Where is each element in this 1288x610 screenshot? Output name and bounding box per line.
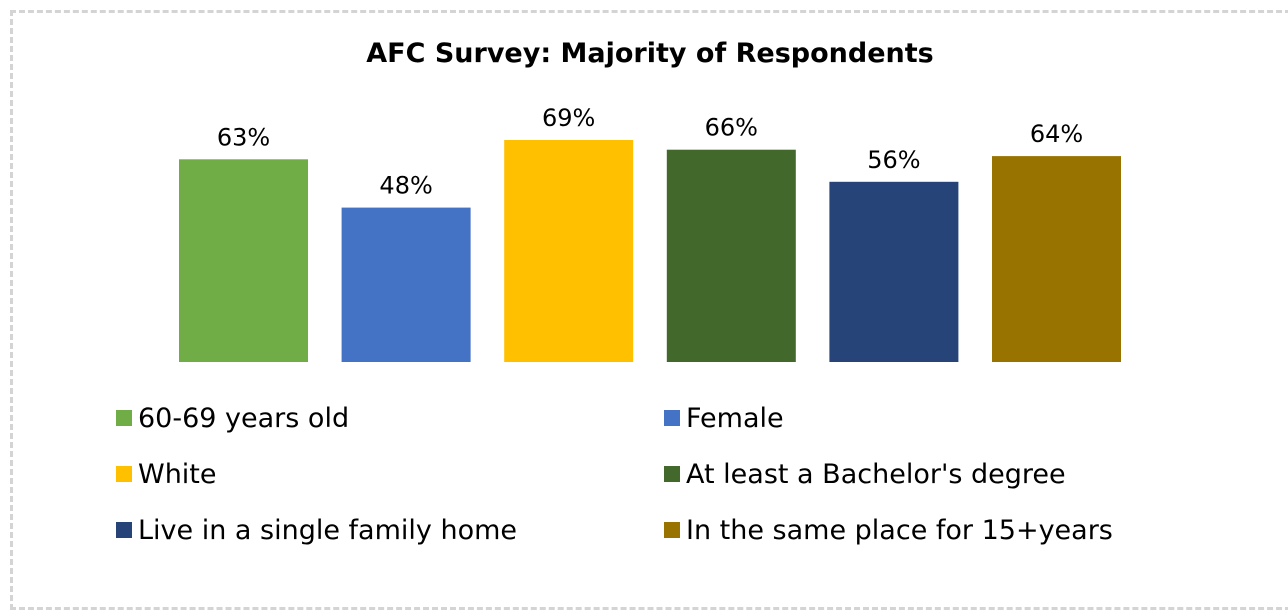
bar-3 [504,140,634,362]
chart-title: AFC Survey: Majority of Respondents [366,38,934,69]
legend-swatch-4 [664,466,680,482]
legend-swatch-1 [116,410,132,426]
legend-swatch-3 [116,466,132,482]
legend-label-4: At least a Bachelor's degree [686,458,1066,490]
legend-label-3: White [138,458,217,490]
legend-item-1: 60-69 years old [116,398,349,438]
bar-value-label-2: 48% [379,172,432,200]
bar-value-label-5: 56% [867,146,920,174]
chart-plot-area: 63% 48% 69% 66% 56% 64% [179,104,1121,362]
bar-value-label-1: 63% [217,123,270,151]
legend-item-5: Live in a single family home [116,510,517,550]
legend-label-1: 60-69 years old [138,402,350,434]
legend-swatch-5 [116,522,132,538]
bar-4 [666,149,796,362]
bar-6 [992,156,1121,362]
legend-item-2: Female [664,398,784,438]
legend-label-5: Live in a single family home [138,514,518,546]
legend-label-2: Female [686,402,784,434]
bar-value-label-4: 66% [705,114,758,142]
bar-5 [829,181,959,362]
legend-item-6: In the same place for 15+years [664,510,1113,550]
legend-item-4: At least a Bachelor's degree [664,454,1066,494]
legend-swatch-6 [664,522,680,538]
bar-2 [341,207,471,362]
bar-value-label-3: 69% [542,104,595,132]
bar-value-label-6: 64% [1030,120,1083,148]
legend-label-6: In the same place for 15+years [686,514,1113,546]
legend-item-3: White [116,454,217,494]
bar-1 [179,159,308,362]
legend-swatch-2 [664,410,680,426]
